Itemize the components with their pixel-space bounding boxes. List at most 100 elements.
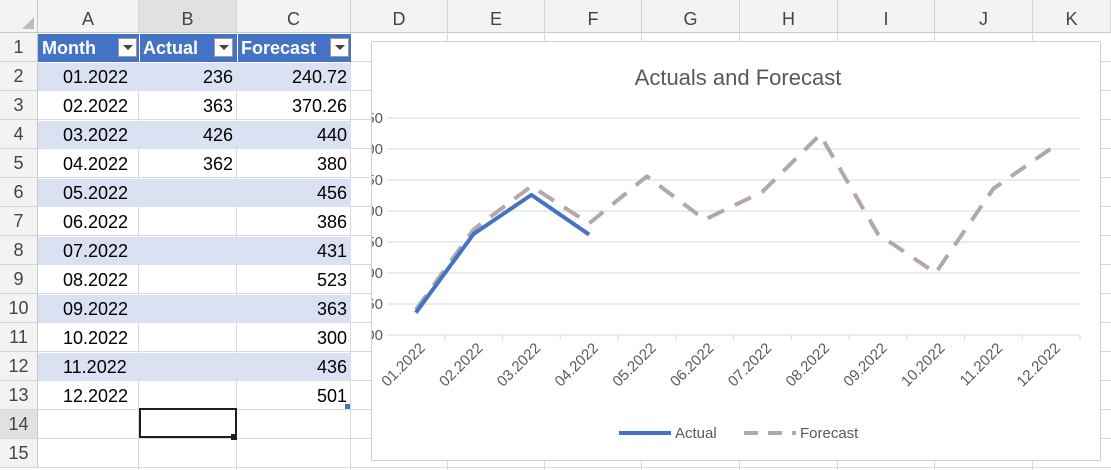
cell-month[interactable]: 03.2022: [63, 125, 129, 145]
cell-month[interactable]: 11.2022: [63, 357, 127, 377]
row-header-10[interactable]: 10: [0, 294, 38, 323]
x-tick-label: 02.2022: [436, 340, 486, 390]
cell-actual[interactable]: [139, 208, 237, 237]
cell-actual[interactable]: 362: [202, 154, 233, 174]
month-filter-dropdown-icon[interactable]: [118, 38, 137, 57]
cell-actual[interactable]: [139, 237, 237, 266]
row-header-8[interactable]: 8: [0, 236, 38, 265]
table-band-row: [38, 295, 351, 323]
row-header-11[interactable]: 11: [0, 323, 38, 352]
cell-month[interactable]: 01.2022: [63, 67, 129, 87]
row-header-6[interactable]: 6: [0, 178, 38, 207]
y-tick-label: 550: [372, 110, 383, 127]
cell-month[interactable]: 12.2022: [63, 386, 129, 406]
y-tick-label: 200: [372, 327, 383, 344]
column-header-c[interactable]: C: [237, 0, 351, 33]
cell-forecast[interactable]: 501: [316, 386, 347, 406]
legend-label-forecast: Forecast: [800, 425, 859, 442]
y-tick-label: 400: [372, 203, 383, 220]
header-month[interactable]: Month: [42, 38, 96, 58]
x-tick-label: 05.2022: [609, 340, 659, 390]
row-header-14[interactable]: 14: [0, 410, 38, 439]
select-all-triangle-icon: [22, 17, 34, 29]
cell-actual[interactable]: 236: [202, 67, 233, 87]
row-header-3[interactable]: 3: [0, 91, 38, 120]
cell-actual[interactable]: [139, 295, 237, 324]
column-header-d[interactable]: D: [351, 0, 448, 33]
cell-actual[interactable]: [139, 324, 237, 353]
column-header-e[interactable]: E: [448, 0, 545, 33]
row-header-5[interactable]: 5: [0, 149, 38, 178]
x-tick-label: 04.2022: [552, 340, 602, 390]
series-line-actual[interactable]: [414, 192, 591, 314]
table-resize-handle-icon[interactable]: [345, 404, 350, 409]
series-line-forecast[interactable]: [414, 132, 1053, 311]
header-forecast[interactable]: Forecast: [241, 38, 317, 58]
cell-forecast[interactable]: 440: [316, 125, 347, 145]
row-header-2[interactable]: 2: [0, 62, 38, 91]
cell-month[interactable]: 08.2022: [63, 270, 129, 290]
cell-month[interactable]: 04.2022: [63, 154, 129, 174]
chart-canvas: Actuals and Forecast 200 250 300 350 400 450 5…: [372, 65, 1081, 442]
x-tick-label: 01.2022: [378, 340, 428, 390]
cell-actual[interactable]: 363: [202, 96, 233, 116]
column-header-j[interactable]: J: [935, 0, 1033, 33]
column-header-k[interactable]: K: [1033, 0, 1111, 33]
y-tick-label: 350: [372, 234, 383, 251]
row-header-4[interactable]: 4: [0, 120, 38, 149]
header-separator: [139, 34, 140, 62]
cell-forecast[interactable]: 240.72: [291, 67, 347, 87]
table-band-row: [38, 237, 351, 265]
cell-forecast[interactable]: 380: [316, 154, 347, 174]
row-header-9[interactable]: 9: [0, 265, 38, 294]
active-cell-B14[interactable]: [139, 408, 237, 438]
cell-forecast[interactable]: 523: [316, 270, 347, 290]
fill-handle[interactable]: [231, 434, 237, 440]
table-band-row: [38, 63, 351, 91]
cell-actual[interactable]: [139, 179, 237, 208]
forecast-filter-dropdown-icon[interactable]: [330, 38, 349, 57]
cell-forecast[interactable]: 386: [316, 212, 347, 232]
x-tick-label: 10.2022: [898, 340, 948, 390]
row-header-1[interactable]: 1: [0, 33, 38, 62]
cell-forecast[interactable]: 436: [316, 357, 347, 377]
cell-forecast[interactable]: 370.26: [291, 96, 347, 116]
cell-forecast[interactable]: 456: [316, 183, 347, 203]
column-header-f[interactable]: F: [545, 0, 642, 33]
cell-month[interactable]: 10.2022: [63, 328, 129, 348]
cell-month[interactable]: 07.2022: [63, 241, 129, 261]
cell-forecast[interactable]: 431: [316, 241, 347, 261]
legend-label-actual: Actual: [675, 425, 717, 442]
y-tick-label: 300: [372, 265, 383, 282]
row-header-13[interactable]: 13: [0, 381, 38, 410]
cell-month[interactable]: 09.2022: [63, 299, 129, 319]
chart-title: Actuals and Forecast: [635, 65, 842, 90]
column-header-h[interactable]: H: [740, 0, 838, 33]
column-header-i[interactable]: I: [838, 0, 935, 33]
column-header-b[interactable]: B: [139, 0, 237, 33]
select-all-corner[interactable]: [0, 0, 38, 33]
cell-actual[interactable]: [139, 382, 237, 411]
cell-actual[interactable]: [139, 353, 237, 382]
cell-forecast[interactable]: 363: [316, 299, 347, 319]
cell-actual[interactable]: 426: [202, 125, 233, 145]
row-header-7[interactable]: 7: [0, 207, 38, 236]
column-header-g[interactable]: G: [642, 0, 740, 33]
table-band-row: [38, 179, 351, 207]
row-header-15[interactable]: 15: [0, 439, 38, 468]
cell-actual[interactable]: [139, 266, 237, 295]
header-actual[interactable]: Actual: [143, 38, 199, 58]
cell-month[interactable]: 05.2022: [63, 183, 129, 203]
cell-month[interactable]: 02.2022: [63, 96, 129, 116]
table-band-row: [38, 121, 351, 149]
cell-month[interactable]: 06.2022: [63, 212, 129, 232]
column-header-a[interactable]: A: [38, 0, 139, 33]
gridline-horizontal: [38, 467, 1111, 468]
row-header-12[interactable]: 12: [0, 352, 38, 381]
line-chart[interactable]: Actuals and Forecast 200 250 300 350 400 450 5…: [371, 41, 1101, 461]
y-tick-label: 500: [372, 141, 383, 158]
actual-filter-dropdown-icon[interactable]: [214, 38, 233, 57]
table-band-row: [38, 353, 351, 381]
cell-forecast[interactable]: 300: [316, 328, 347, 348]
